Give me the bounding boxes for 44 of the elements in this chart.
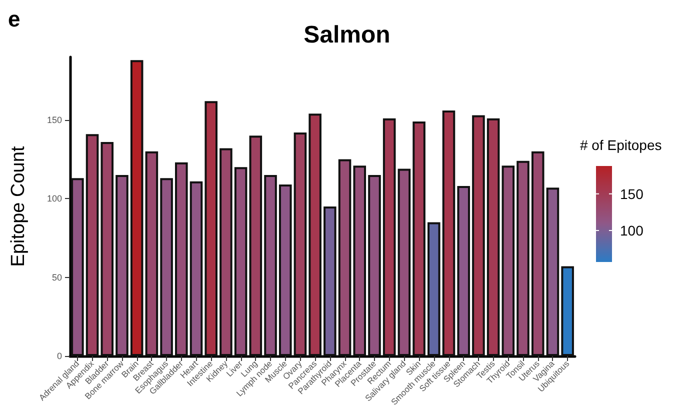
bar (398, 168, 411, 356)
bar (412, 122, 426, 356)
bar (204, 101, 218, 356)
bar (546, 188, 560, 356)
bar (472, 115, 485, 356)
bar (502, 166, 515, 356)
bar (130, 60, 144, 356)
bar (486, 118, 500, 356)
bar (249, 136, 262, 356)
bar (338, 159, 352, 356)
bar (308, 114, 322, 356)
bar (160, 178, 173, 356)
y-axis-title: Epitope Count (8, 146, 29, 267)
bar (382, 118, 396, 356)
bar (324, 206, 336, 356)
bar (190, 181, 203, 356)
bar (442, 110, 456, 356)
bar (234, 167, 248, 356)
bar (264, 175, 277, 356)
chart-title: Salmon (304, 22, 390, 48)
bar (71, 178, 84, 356)
bar (278, 184, 292, 356)
bar (220, 148, 232, 356)
bar (100, 142, 114, 356)
bar (353, 166, 366, 356)
bar (368, 175, 381, 356)
bar (457, 186, 470, 356)
bar (516, 160, 530, 356)
bar (428, 222, 440, 356)
color-bar-title: # of Epitopes (580, 137, 662, 153)
bar (86, 134, 99, 356)
bar (175, 162, 188, 356)
text: e (8, 6, 20, 32)
color-bar-label: 100 (620, 222, 644, 238)
bar (531, 151, 544, 356)
y-tick-label: 100 (46, 194, 62, 204)
bar (145, 151, 158, 356)
bar (561, 266, 574, 356)
color-bar-label: 150 (620, 186, 644, 202)
y-tick-label: 150 (46, 114, 62, 125)
bar (294, 132, 307, 356)
y-tick-label: 0 (56, 351, 62, 361)
bar (116, 175, 128, 356)
y-tick-label: 50 (52, 272, 62, 282)
